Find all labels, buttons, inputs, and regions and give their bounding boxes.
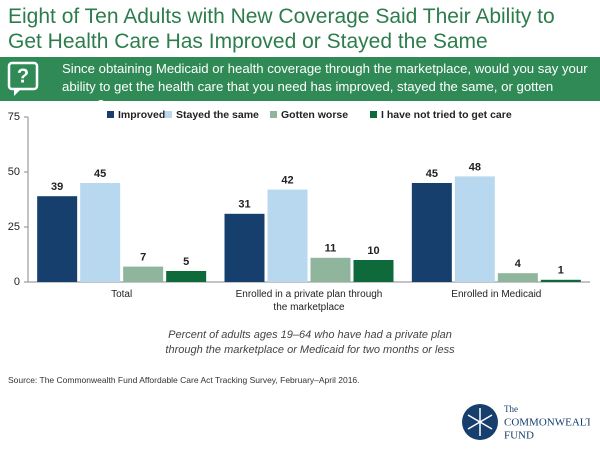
value-label: 1 — [558, 265, 564, 277]
title: Eight of Ten Adults with New Coverage Sa… — [8, 5, 555, 53]
bar — [224, 213, 265, 282]
value-label: 11 — [325, 243, 337, 255]
value-label: 31 — [238, 199, 250, 211]
legend-label: Improved — [118, 109, 165, 121]
bar — [540, 279, 581, 282]
value-label: 48 — [469, 161, 481, 173]
legend-swatch — [270, 111, 277, 118]
question-banner: ? Since obtaining Medicaid or health cov… — [0, 57, 600, 112]
bar — [267, 189, 308, 282]
logo-text: FUND — [504, 430, 534, 442]
caption: Percent of adults ages 19–64 who have ha… — [165, 329, 455, 356]
legend-label: Gotten worse — [281, 109, 348, 121]
svg-text:?: ? — [17, 65, 29, 87]
bar — [123, 266, 164, 282]
question-icon: ? — [7, 61, 39, 96]
source: Source: The Commonwealth Fund Affordable… — [8, 375, 360, 385]
legend-swatch — [107, 111, 114, 118]
y-tick-label: 25 — [8, 221, 20, 233]
bar — [353, 260, 394, 282]
bar — [166, 271, 207, 282]
bar — [310, 257, 351, 282]
bar — [454, 176, 495, 282]
value-label: 45 — [94, 168, 106, 180]
bar — [497, 273, 538, 282]
x-tick-label: Total — [111, 289, 133, 300]
question-text: Since obtaining Medicaid or health cover… — [62, 61, 588, 112]
value-label: 39 — [51, 181, 63, 193]
y-tick-label: 0 — [14, 276, 20, 288]
bar — [80, 183, 121, 282]
legend-label: I have not tried to get care — [381, 109, 512, 121]
value-label: 7 — [140, 252, 146, 264]
legend-swatch — [370, 111, 377, 118]
bar — [37, 196, 78, 282]
value-label: 45 — [426, 168, 438, 180]
bar — [411, 183, 452, 282]
value-label: 4 — [515, 258, 522, 270]
legend-label: Stayed the same — [176, 109, 259, 121]
legend-swatch — [165, 111, 172, 118]
x-tick-label: Enrolled in a private plan through the m… — [235, 289, 383, 313]
logo: The COMMONWEALTH FUND — [462, 404, 590, 442]
y-tick-label: 50 — [8, 166, 20, 178]
logo-text: COMMONWEALTH — [504, 417, 590, 429]
value-label: 5 — [183, 256, 189, 268]
value-label: 10 — [367, 245, 379, 257]
x-tick-label: Enrolled in Medicaid — [451, 289, 542, 300]
y-tick-label: 75 — [8, 111, 20, 123]
value-label: 42 — [281, 175, 293, 187]
logo-text: The — [504, 404, 518, 414]
